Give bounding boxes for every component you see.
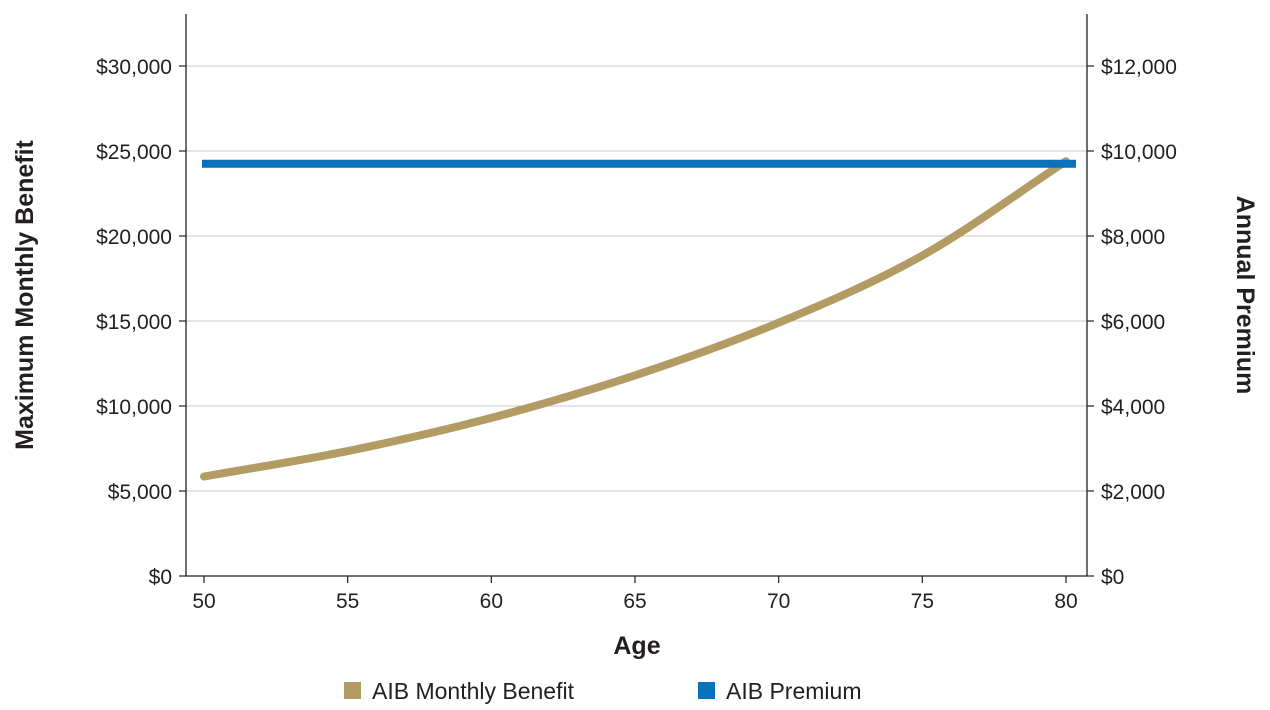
legend-swatch-1 [698, 682, 715, 699]
x-tick-label-5: 75 [911, 590, 934, 613]
y-left-tick-label-6: $30,000 [96, 56, 172, 79]
x-tick-label-3: 65 [623, 590, 646, 613]
x-tick-label-2: 60 [480, 590, 503, 613]
legend: AIB Monthly Benefit AIB Premium [344, 678, 861, 704]
y-left-tick-label-2: $10,000 [96, 396, 172, 419]
y-left-tick-label-0: $0 [149, 566, 172, 589]
y-right-tick-label-1: $2,000 [1101, 481, 1165, 504]
legend-label-1: AIB Premium [726, 678, 861, 704]
series-lines [200, 157, 1076, 481]
axes [185, 14, 1088, 577]
y-right-tick-label-4: $8,000 [1101, 226, 1165, 249]
y-right-tick-label-6: $12,000 [1101, 56, 1177, 79]
y-left-tick-label-3: $15,000 [96, 311, 172, 334]
x-tick-label-6: 80 [1054, 590, 1077, 613]
y-left-tick-label-5: $25,000 [96, 141, 172, 164]
y-axis-title-right: Annual Premium [1231, 196, 1259, 395]
y-right-tick-label-3: $6,000 [1101, 311, 1165, 334]
y-left-tick-label-4: $20,000 [96, 226, 172, 249]
tick-labels: $0 $5,000 $10,000 $15,000 $20,000 $25,000 $30,… [96, 56, 1177, 613]
x-tick-label-0: 50 [192, 590, 215, 613]
x-axis-title: Age [613, 632, 660, 660]
legend-swatch-0 [344, 682, 361, 699]
y-right-tick-label-2: $4,000 [1101, 396, 1165, 419]
y-axis-title-left: Maximum Monthly Benefit [11, 139, 39, 449]
x-tick-label-4: 70 [767, 590, 790, 613]
legend-label-0: AIB Monthly Benefit [372, 678, 575, 704]
gridlines [186, 65, 1087, 492]
y-right-tick-label-5: $10,000 [1101, 141, 1177, 164]
y-left-tick-label-1: $5,000 [108, 481, 172, 504]
series-line-monthly-benefit [200, 157, 1070, 481]
y-right-tick-label-0: $0 [1101, 566, 1124, 589]
x-tick-label-1: 55 [336, 590, 359, 613]
